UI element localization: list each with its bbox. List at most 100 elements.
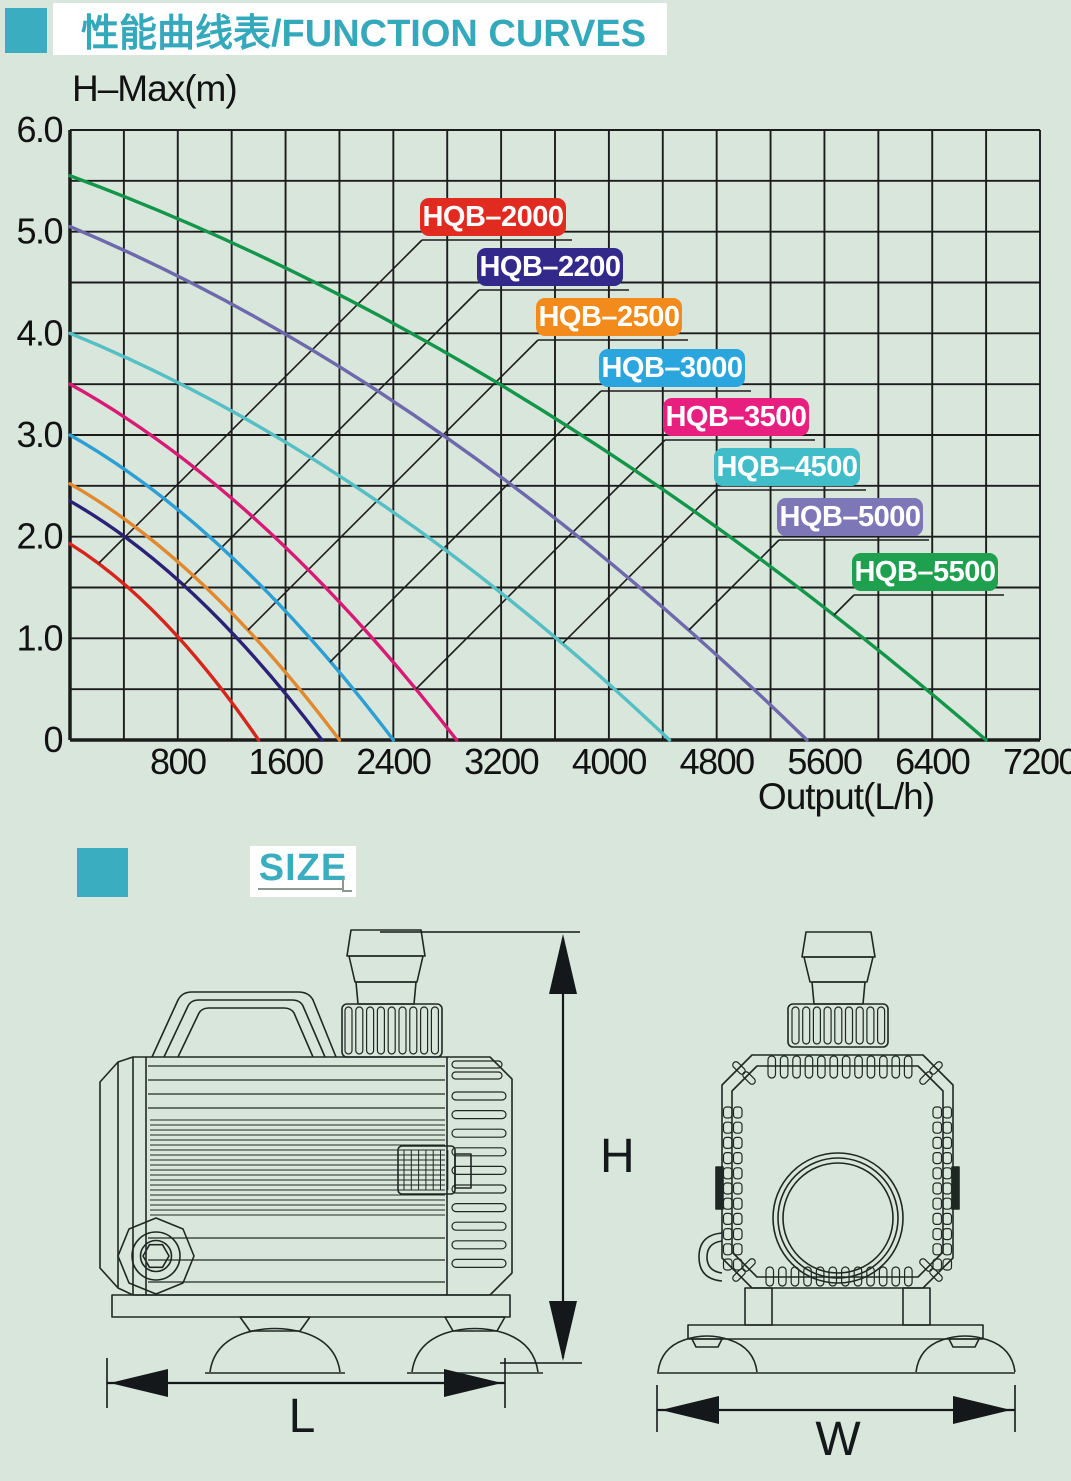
axis-labels: 800 1600 2400 3200 4000 4800 5600 6400 7200 6.0 5.… [16, 68, 1071, 817]
x-tick-label: 6400 [895, 741, 970, 782]
clip-right [951, 1166, 960, 1210]
adjuster-knob-ribs [403, 1150, 449, 1190]
series-badge-label: HQB–3000 [601, 352, 742, 384]
badge-leader-line [329, 390, 602, 663]
function-curves-title: 性能曲线表/FUNCTION CURVES [81, 12, 647, 55]
series-badge-HQB–4500: HQB–4500 [714, 448, 860, 486]
handle-outline [151, 991, 337, 1058]
height-dim-label: H [600, 1130, 635, 1183]
impeller-circle-1 [772, 1152, 904, 1284]
series-badge-HQB–2000: HQB–2000 [420, 198, 566, 236]
size-title: SIZE [258, 847, 348, 889]
front-cup-right [915, 1335, 1016, 1373]
badge-leader-line [98, 239, 423, 564]
series-badge-label: HQB–4500 [716, 451, 857, 483]
inlet-ring-outer [131, 1231, 181, 1281]
clip-left [715, 1166, 724, 1210]
x-tick-label: 4000 [572, 741, 647, 782]
badge-leader-line [833, 594, 855, 616]
series-badge-label: HQB–2500 [538, 301, 679, 333]
curve-HQB–5500 [68, 174, 988, 742]
size-banner: SIZE [250, 846, 356, 897]
y-tick-label: 4.0 [16, 312, 62, 353]
y-tick-label: 6.0 [16, 109, 62, 150]
badge-leader-line [688, 539, 780, 631]
adjuster-collar [454, 1153, 472, 1189]
function-curves-banner: 性能曲线表/FUNCTION CURVES [53, 3, 667, 55]
series-badge-label: HQB–5000 [779, 501, 920, 533]
series-badge-HQB–3500: HQB–3500 [663, 398, 809, 436]
curve-HQB–2500 [68, 482, 342, 742]
nozzle-stem [355, 981, 417, 1005]
pump-side-view [99, 929, 543, 1374]
base-plate-front [687, 1324, 984, 1340]
size-underline [258, 888, 344, 890]
inlet-ring-inner [139, 1239, 173, 1273]
handle-opening [177, 1007, 314, 1058]
collar-front [787, 1003, 889, 1048]
x-tick-label: 7200 [1003, 741, 1071, 782]
l-arrow-right [444, 1369, 502, 1397]
housing-inner [731, 1065, 944, 1278]
l-arrow-left [110, 1369, 168, 1397]
w-arrow-left [661, 1396, 719, 1424]
y-tick-label: 5.0 [16, 211, 62, 252]
base-plate-side [111, 1294, 511, 1318]
series-badge-HQB–5500: HQB–5500 [852, 553, 998, 591]
x-tick-label: 3200 [464, 741, 539, 782]
y-axis-title: H–Max(m) [72, 68, 237, 109]
series-badge-HQB–5000: HQB–5000 [777, 498, 923, 536]
badge-leader-line [247, 339, 539, 631]
curve-HQB–2200 [68, 499, 324, 742]
size-accent-square [77, 848, 128, 897]
front-collar-ribs [791, 1006, 886, 1045]
collar-ribs [344, 1006, 439, 1055]
impeller-circle-2 [777, 1157, 899, 1279]
title-accent-square [5, 8, 47, 53]
h-arrow-up [549, 934, 577, 994]
x-tick-label: 1600 [249, 741, 324, 782]
series-badge-label: HQB–5500 [854, 556, 995, 588]
curve-HQB–3500 [68, 382, 459, 742]
motor-vent-slots [451, 1060, 507, 1269]
y-tick-label: 1.0 [16, 617, 62, 658]
front-knob-inner [706, 1240, 723, 1274]
curve-HQB–4500 [68, 331, 672, 742]
x-tick-label: 800 [150, 741, 206, 782]
y-tick-label: 0 [43, 719, 62, 760]
size-corner-mark [342, 878, 352, 892]
body-rib-lines [148, 1065, 445, 1283]
dimension-lines: H L W [106, 931, 1016, 1466]
series-badge-label: HQB–2000 [422, 201, 563, 233]
handle-mid-line [163, 999, 326, 1058]
curve-HQB–2000 [68, 542, 261, 742]
curve-HQB–3000 [68, 433, 396, 742]
badge-leader-line [415, 439, 666, 690]
series-badge-HQB–2200: HQB–2200 [477, 248, 623, 286]
body-left-profile [99, 1056, 447, 1296]
front-cup-left [657, 1335, 758, 1373]
y-tick-label: 2.0 [16, 516, 62, 557]
length-dim-label: L [289, 1390, 316, 1443]
x-tick-label: 4800 [680, 741, 755, 782]
series-badge-HQB–3000: HQB–3000 [599, 349, 745, 387]
housing-vent-slots [722, 1055, 953, 1287]
w-arrow-right [953, 1396, 1011, 1424]
impeller-circle-3 [782, 1162, 894, 1274]
front-stem-left [744, 1287, 773, 1326]
series-badge-label: HQB–3500 [665, 401, 806, 433]
series-badge-HQB–2500: HQB–2500 [536, 298, 682, 336]
curve-HQB–5000 [68, 224, 809, 742]
x-tick-label: 2400 [356, 741, 431, 782]
inlet-hex-socket [142, 1243, 170, 1269]
housing-outer [721, 1054, 954, 1289]
x-axis-title: Output(L/h) [758, 776, 934, 817]
nozzle-barb-top [346, 929, 426, 957]
y-tick-label: 3.0 [16, 414, 62, 455]
pump-front-view [657, 931, 1016, 1374]
nozzle-barb-mid [348, 955, 424, 983]
inlet-flange [117, 1217, 195, 1295]
front-nozzle-barb-top [801, 931, 876, 958]
